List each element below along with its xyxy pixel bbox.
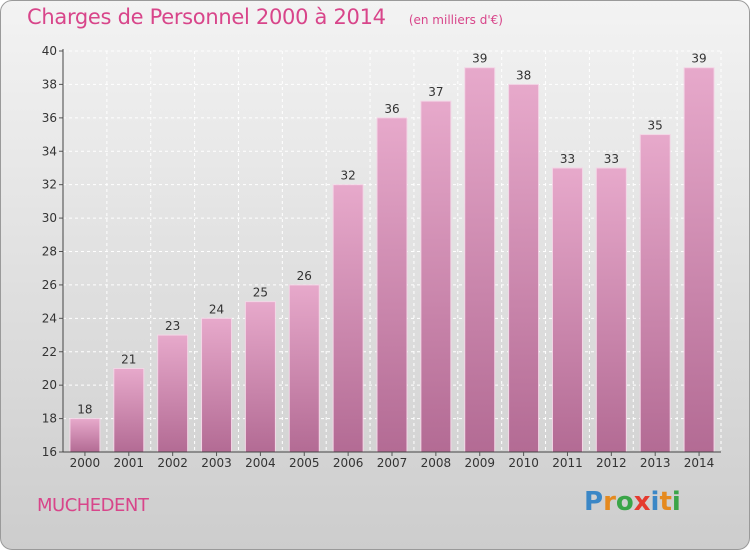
bar xyxy=(464,67,496,453)
x-tick-label: 2010 xyxy=(508,456,539,470)
logo-letter: o xyxy=(615,487,634,517)
x-tick-label: 2009 xyxy=(464,456,495,470)
data-label: 18 xyxy=(77,403,92,417)
data-label: 39 xyxy=(472,52,487,66)
data-label: 26 xyxy=(297,269,312,283)
bar xyxy=(201,317,233,453)
y-tick-label: 38 xyxy=(42,77,57,91)
y-tick-label: 26 xyxy=(42,278,57,292)
axis-layer: 16 18 20 22 24 26 28 30 32 34 36 38 40 2000 2001 2002 20… xyxy=(42,44,721,470)
data-label: 33 xyxy=(604,152,619,166)
x-tick-label: 2006 xyxy=(333,456,364,470)
y-tick-label: 34 xyxy=(42,144,57,158)
commune-name: MUCHEDENT xyxy=(37,495,149,516)
x-tick-label: 2002 xyxy=(157,456,188,470)
y-tick-label: 30 xyxy=(42,211,57,225)
x-tick-label: 2013 xyxy=(640,456,671,470)
bar xyxy=(69,418,101,453)
y-tick-label: 40 xyxy=(42,44,57,58)
bar xyxy=(332,184,364,453)
chart-subtitle: (en milliers d'€) xyxy=(408,13,503,27)
x-tick-label: 2000 xyxy=(70,456,101,470)
logo-letter: t xyxy=(659,487,672,517)
x-tick-label: 2004 xyxy=(245,456,276,470)
bars-layer: 18 21 23 24 25 26 32 36 37 39 38 33 33 35 39 xyxy=(69,52,715,453)
y-tick-label: 16 xyxy=(42,445,57,459)
x-tick-label: 2003 xyxy=(201,456,232,470)
data-label: 23 xyxy=(165,319,180,333)
bar xyxy=(639,134,671,453)
data-label: 36 xyxy=(384,102,399,116)
logo-letter: x xyxy=(633,487,651,517)
bar xyxy=(595,167,627,453)
y-tick-label: 20 xyxy=(42,378,57,392)
data-label: 25 xyxy=(253,286,268,300)
logo-letter: i xyxy=(671,487,681,517)
bar xyxy=(244,301,276,453)
bar xyxy=(551,167,583,453)
bar xyxy=(683,67,715,453)
y-tick-label: 22 xyxy=(42,345,57,359)
bar xyxy=(157,334,189,453)
bar xyxy=(288,284,320,453)
bar xyxy=(420,100,452,453)
x-tick-label: 2007 xyxy=(377,456,408,470)
bar xyxy=(113,367,145,453)
data-label: 38 xyxy=(516,68,531,82)
x-tick-label: 2012 xyxy=(596,456,627,470)
y-tick-label: 28 xyxy=(42,245,57,259)
y-tick-label: 24 xyxy=(42,311,57,325)
x-tick-label: 2005 xyxy=(289,456,320,470)
logo-letter: P xyxy=(584,487,604,517)
y-tick-label: 32 xyxy=(42,178,57,192)
data-label: 37 xyxy=(428,85,443,99)
data-label: 32 xyxy=(340,169,355,183)
title-block: Charges de Personnel 2000 à 2014 (en mil… xyxy=(27,5,503,29)
x-tick-label: 2008 xyxy=(421,456,452,470)
x-tick-label: 2011 xyxy=(552,456,583,470)
x-tick-label: 2001 xyxy=(114,456,145,470)
bar xyxy=(508,83,540,453)
chart-title: Charges de Personnel 2000 à 2014 xyxy=(27,5,386,29)
data-label: 33 xyxy=(560,152,575,166)
logo-letter: r xyxy=(603,487,616,517)
bar xyxy=(376,117,408,453)
data-label: 24 xyxy=(209,302,224,316)
data-label: 35 xyxy=(648,119,663,133)
logo-letter: i xyxy=(650,487,660,517)
y-tick-label: 18 xyxy=(42,412,57,426)
x-tick-label: 2014 xyxy=(684,456,715,470)
data-label: 39 xyxy=(691,52,706,66)
y-tick-label: 36 xyxy=(42,111,57,125)
data-label: 21 xyxy=(121,352,136,366)
proxiti-logo[interactable]: Proxiti xyxy=(584,487,681,517)
